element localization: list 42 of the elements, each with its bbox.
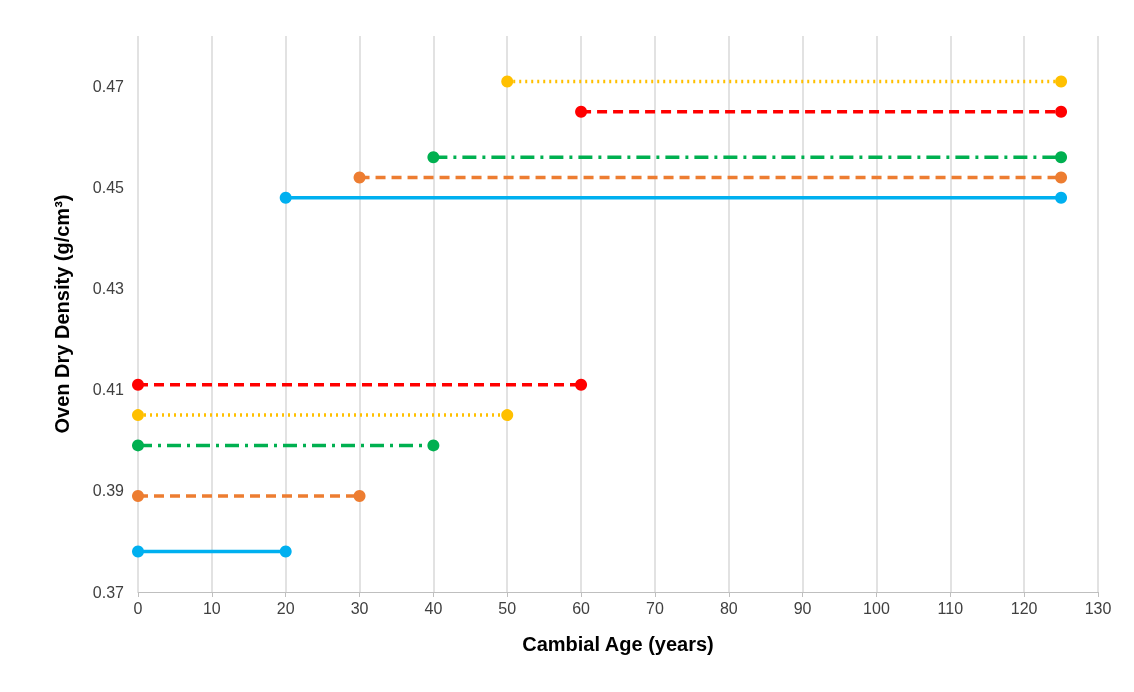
y-axis-title: Oven Dry Density (g/cm³) [51, 194, 73, 434]
x-tick-label: 110 [937, 599, 964, 617]
point [132, 489, 144, 502]
x-tick-label: 90 [793, 599, 812, 617]
point [575, 105, 588, 118]
point [501, 75, 514, 88]
point [132, 545, 144, 558]
x-tick-label: 20 [276, 599, 295, 617]
y-tick-label: 0.41 [92, 381, 125, 399]
x-tick-label: 0 [133, 599, 143, 617]
x-axis-title: Cambial Age (years) [522, 633, 714, 655]
x-tick-label: 120 [1010, 599, 1038, 617]
y-tick-label: 0.43 [92, 280, 125, 298]
y-tick-label: 0.47 [92, 78, 125, 96]
y-tick-label: 0.45 [92, 179, 125, 197]
point [279, 191, 292, 204]
point [575, 378, 588, 391]
point [132, 378, 144, 391]
point [132, 439, 144, 452]
x-tick-label: 10 [202, 599, 221, 617]
point [1055, 191, 1068, 204]
x-tick-label: 100 [863, 599, 890, 617]
point [501, 409, 514, 422]
y-tick-label: 0.39 [92, 482, 125, 500]
point [1055, 171, 1068, 184]
point [427, 151, 440, 164]
point [1055, 151, 1068, 164]
point [353, 489, 366, 502]
point [427, 439, 440, 452]
point [353, 171, 366, 184]
point [1055, 75, 1068, 88]
y-tick-label: 0.37 [92, 583, 125, 601]
x-tick-label: 130 [1084, 599, 1112, 617]
x-tick-label: 40 [424, 599, 443, 617]
x-tick-label: 70 [646, 599, 664, 617]
x-tick-label: 80 [719, 599, 738, 617]
x-tick-label: 50 [498, 599, 517, 617]
point [1055, 105, 1068, 118]
point [279, 545, 292, 558]
x-tick-label: 60 [572, 599, 591, 617]
point [132, 409, 144, 422]
x-tick-label: 30 [350, 599, 369, 617]
